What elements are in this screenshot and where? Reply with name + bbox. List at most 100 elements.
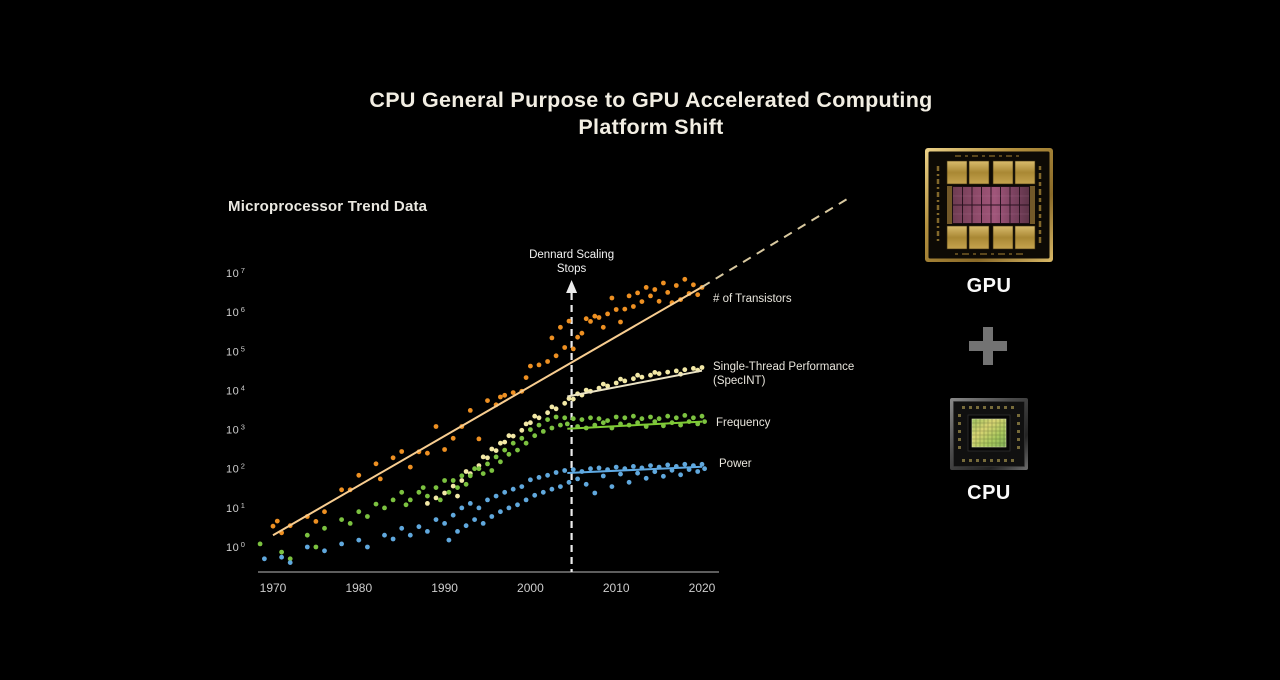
data-point	[528, 477, 533, 483]
data-point	[566, 318, 572, 324]
data-point	[442, 490, 447, 496]
data-point	[489, 514, 495, 519]
data-point	[485, 455, 490, 461]
cpu-die-art	[950, 398, 1028, 470]
data-point	[463, 469, 469, 474]
chart-title: Microprocessor Trend Data	[228, 198, 428, 215]
data-point	[691, 415, 696, 421]
data-point	[618, 319, 623, 325]
data-point	[463, 481, 469, 487]
x-tick-label: 2020	[689, 581, 716, 595]
data-point	[528, 427, 533, 432]
data-point	[631, 413, 636, 419]
data-point	[558, 324, 563, 330]
data-point	[485, 461, 490, 467]
data-point	[652, 469, 658, 475]
gpu-label: GPU	[966, 275, 1012, 297]
data-point	[459, 505, 465, 511]
data-point	[631, 304, 636, 309]
data-point	[467, 501, 473, 506]
data-point	[579, 330, 585, 336]
data-point	[347, 521, 353, 526]
data-point	[540, 429, 546, 434]
gpu-die-art	[925, 148, 1053, 262]
data-point	[639, 299, 645, 304]
data-point	[279, 554, 284, 560]
data-point	[322, 509, 327, 515]
data-point	[540, 489, 546, 495]
y-tick-label: 10 1	[226, 501, 245, 515]
data-point	[519, 427, 525, 433]
data-point	[545, 359, 550, 364]
series-label-0: # of Transistors	[713, 293, 792, 305]
data-point	[626, 479, 632, 485]
data-point	[592, 490, 598, 496]
data-point	[339, 517, 344, 522]
plus-icon-vertical-bar	[983, 327, 993, 365]
data-point	[579, 417, 585, 422]
data-point	[403, 502, 409, 508]
data-point	[702, 419, 707, 424]
data-point	[613, 307, 619, 312]
data-point	[661, 473, 666, 479]
data-point	[553, 353, 559, 359]
data-point	[652, 287, 658, 292]
data-point	[365, 514, 370, 519]
data-point	[489, 468, 495, 473]
data-point	[678, 472, 683, 478]
data-point	[365, 544, 370, 550]
cpu-label: CPU	[967, 482, 1011, 504]
data-point	[322, 525, 327, 531]
data-point	[536, 362, 542, 368]
data-point	[545, 410, 550, 416]
data-point	[600, 420, 606, 426]
series-3-points	[262, 461, 707, 565]
data-point	[626, 293, 632, 299]
data-point	[498, 459, 503, 465]
data-point	[702, 466, 707, 472]
data-point	[656, 298, 662, 304]
data-point	[648, 463, 653, 468]
data-point	[450, 483, 456, 489]
series-label-2: Frequency	[716, 417, 771, 429]
data-point	[699, 365, 705, 370]
data-point	[553, 470, 559, 475]
data-point	[480, 471, 486, 476]
data-point	[673, 415, 679, 421]
data-point	[553, 406, 559, 412]
data-point	[588, 319, 593, 324]
x-tick-label: 2000	[517, 581, 544, 595]
data-point	[442, 478, 447, 483]
data-point	[416, 489, 422, 495]
data-point	[304, 544, 310, 550]
data-point	[596, 416, 602, 422]
data-point	[498, 394, 503, 400]
dennard-arrow-icon	[566, 280, 578, 293]
data-point	[274, 518, 280, 524]
slide-title: CPU General Purpose to GPU Accelerated C…	[251, 87, 1051, 140]
series-2-points	[257, 413, 707, 562]
data-point	[532, 492, 538, 498]
data-point	[648, 372, 653, 378]
data-point	[502, 439, 508, 445]
series-label-1: (SpecINT)	[713, 375, 766, 387]
y-tick-label: 10 5	[226, 344, 245, 358]
trend-line-2	[567, 420, 703, 430]
data-point	[373, 461, 379, 467]
data-point	[472, 517, 477, 522]
data-point	[450, 435, 456, 441]
data-point	[502, 392, 508, 398]
data-point	[472, 466, 477, 472]
data-point	[588, 415, 593, 421]
microprocessor-trend-chart: 1970 1980 1990 2000 2010 2020 10 7 10 6 10 5 10 4 10 3 1…	[226, 195, 854, 595]
data-point	[382, 532, 387, 538]
data-point	[592, 313, 598, 319]
data-point	[583, 387, 589, 393]
data-point	[377, 476, 383, 482]
data-point	[257, 541, 263, 547]
trend-line-3	[567, 465, 703, 474]
data-point	[643, 475, 649, 481]
data-point	[682, 276, 688, 282]
trend-line-dashed-extension	[701, 195, 853, 288]
data-point	[549, 425, 555, 431]
